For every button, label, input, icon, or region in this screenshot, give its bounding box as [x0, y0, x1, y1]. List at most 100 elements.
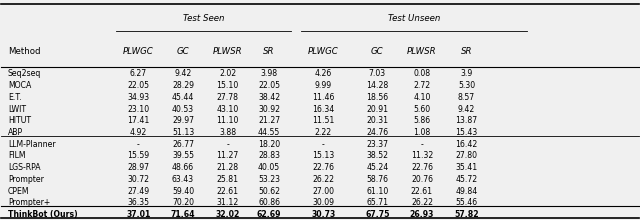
Text: GC: GC	[371, 47, 383, 56]
Text: 8.57: 8.57	[458, 93, 475, 102]
Text: 62.69: 62.69	[257, 210, 281, 219]
Text: 21.27: 21.27	[258, 116, 280, 125]
Text: -: -	[226, 140, 229, 149]
Text: 25.81: 25.81	[216, 175, 239, 184]
Text: 32.02: 32.02	[216, 210, 240, 219]
Text: 50.62: 50.62	[258, 187, 280, 196]
Text: 22.76: 22.76	[312, 163, 334, 172]
Text: SR: SR	[461, 47, 472, 56]
Text: Seq2seq: Seq2seq	[8, 69, 41, 78]
Text: 11.32: 11.32	[411, 151, 433, 160]
Text: 37.01: 37.01	[126, 210, 150, 219]
Text: FILM: FILM	[8, 151, 25, 160]
Text: 3.88: 3.88	[219, 128, 236, 137]
Text: HITUT: HITUT	[8, 116, 31, 125]
Text: 45.44: 45.44	[172, 93, 194, 102]
Text: ThinkBot (Ours): ThinkBot (Ours)	[8, 210, 77, 219]
Text: 4.26: 4.26	[315, 69, 332, 78]
Text: Test Seen: Test Seen	[183, 14, 225, 23]
Text: 22.05: 22.05	[127, 81, 149, 90]
Text: 30.92: 30.92	[258, 104, 280, 114]
Text: -: -	[420, 140, 423, 149]
Text: 57.82: 57.82	[454, 210, 479, 219]
Text: 22.05: 22.05	[258, 81, 280, 90]
Text: 43.10: 43.10	[216, 104, 239, 114]
Text: 22.61: 22.61	[216, 187, 239, 196]
Text: 5.86: 5.86	[413, 116, 431, 125]
Text: 61.10: 61.10	[366, 187, 388, 196]
Text: 5.30: 5.30	[458, 81, 475, 90]
Text: 14.28: 14.28	[366, 81, 388, 90]
Text: 11.46: 11.46	[312, 93, 334, 102]
Text: 67.75: 67.75	[365, 210, 390, 219]
Text: 5.60: 5.60	[413, 104, 431, 114]
Text: 20.31: 20.31	[366, 116, 388, 125]
Text: E.T.: E.T.	[8, 93, 22, 102]
Text: 53.23: 53.23	[258, 175, 280, 184]
Text: 38.42: 38.42	[258, 93, 280, 102]
Text: 49.84: 49.84	[456, 187, 477, 196]
Text: 45.24: 45.24	[366, 163, 388, 172]
Text: GC: GC	[177, 47, 189, 56]
Text: 34.93: 34.93	[127, 93, 150, 102]
Text: Test Unseen: Test Unseen	[388, 14, 440, 23]
Text: 24.76: 24.76	[366, 128, 388, 137]
Text: 28.97: 28.97	[127, 163, 149, 172]
Text: 63.43: 63.43	[172, 175, 194, 184]
Text: 30.09: 30.09	[312, 198, 334, 207]
Text: 1.08: 1.08	[413, 128, 431, 137]
Text: 60.86: 60.86	[258, 198, 280, 207]
Text: ABP: ABP	[8, 128, 23, 137]
Text: -: -	[137, 140, 140, 149]
Text: 0.08: 0.08	[413, 69, 431, 78]
Text: 27.78: 27.78	[216, 93, 239, 102]
Text: 26.22: 26.22	[411, 198, 433, 207]
Text: 70.20: 70.20	[172, 198, 194, 207]
Text: 28.83: 28.83	[258, 151, 280, 160]
Text: 40.53: 40.53	[172, 104, 194, 114]
Text: 65.71: 65.71	[366, 198, 388, 207]
Text: 23.37: 23.37	[366, 140, 388, 149]
Text: MOCA: MOCA	[8, 81, 31, 90]
Text: 16.34: 16.34	[312, 104, 334, 114]
Text: Method: Method	[8, 47, 40, 56]
Text: 51.13: 51.13	[172, 128, 194, 137]
Text: 31.12: 31.12	[216, 198, 239, 207]
Text: 71.64: 71.64	[171, 210, 195, 219]
Text: 48.66: 48.66	[172, 163, 194, 172]
Text: 2.22: 2.22	[315, 128, 332, 137]
Text: 59.40: 59.40	[172, 187, 194, 196]
Text: 17.41: 17.41	[127, 116, 150, 125]
Text: 7.03: 7.03	[369, 69, 386, 78]
Text: 55.46: 55.46	[456, 198, 477, 207]
Text: 11.27: 11.27	[216, 151, 239, 160]
Text: 11.10: 11.10	[216, 116, 239, 125]
Text: PLWSR: PLWSR	[212, 47, 243, 56]
Text: SR: SR	[263, 47, 275, 56]
Text: CPEM: CPEM	[8, 187, 29, 196]
Text: 39.55: 39.55	[172, 151, 194, 160]
Text: 11.51: 11.51	[312, 116, 334, 125]
Text: 9.99: 9.99	[315, 81, 332, 90]
Text: 4.10: 4.10	[413, 93, 431, 102]
Text: 4.92: 4.92	[130, 128, 147, 137]
Text: 3.9: 3.9	[460, 69, 473, 78]
Text: 23.10: 23.10	[127, 104, 150, 114]
Text: 26.93: 26.93	[410, 210, 434, 219]
Text: PLWSR: PLWSR	[407, 47, 436, 56]
Text: 38.52: 38.52	[366, 151, 388, 160]
Text: 27.00: 27.00	[312, 187, 334, 196]
Text: 9.42: 9.42	[174, 69, 191, 78]
Text: 29.97: 29.97	[172, 116, 194, 125]
Text: LWIT: LWIT	[8, 104, 26, 114]
Text: LGS-RPA: LGS-RPA	[8, 163, 40, 172]
Text: 15.13: 15.13	[312, 151, 334, 160]
Text: Prompter: Prompter	[8, 175, 44, 184]
Text: 2.02: 2.02	[219, 69, 236, 78]
Text: PLWGC: PLWGC	[308, 47, 339, 56]
Text: 27.49: 27.49	[127, 187, 150, 196]
Text: 30.72: 30.72	[127, 175, 149, 184]
Text: PLWGC: PLWGC	[123, 47, 154, 56]
Text: 15.59: 15.59	[127, 151, 150, 160]
Text: 9.42: 9.42	[458, 104, 475, 114]
